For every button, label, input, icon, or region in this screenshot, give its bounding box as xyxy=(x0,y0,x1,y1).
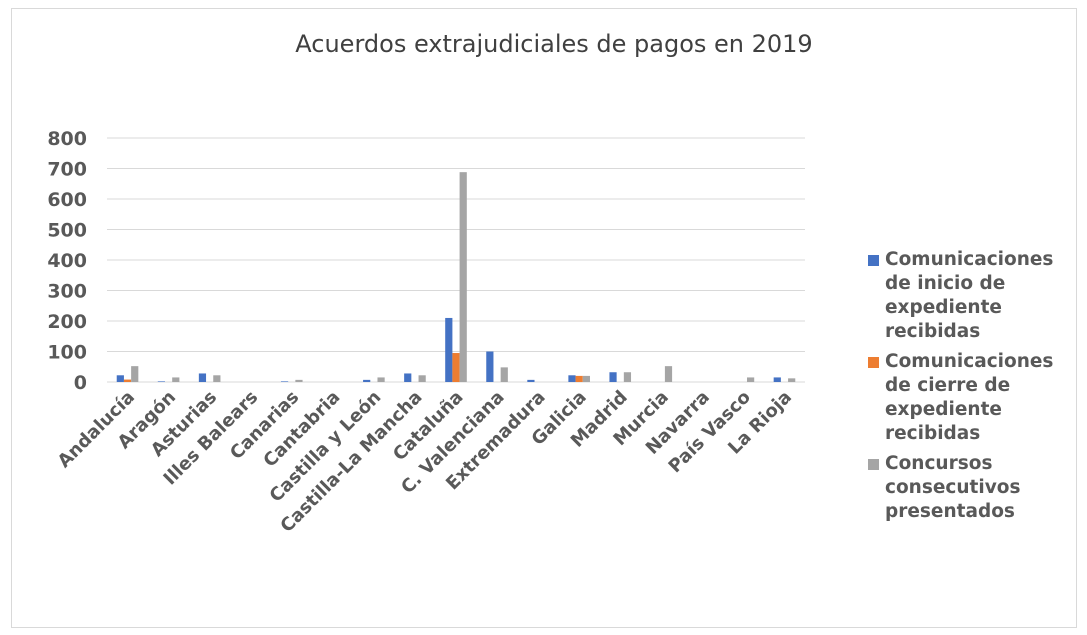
bar xyxy=(747,377,755,382)
y-tick-label: 0 xyxy=(74,372,87,394)
legend-item-concursos: Concursos consecutivos presentados xyxy=(868,452,1083,524)
bar xyxy=(568,375,576,382)
y-tick-label: 300 xyxy=(47,281,87,303)
legend-label-inicio: Comunicaciones de inicio de expediente r… xyxy=(885,249,1054,342)
legend-item-inicio: Comunicaciones de inicio de expediente r… xyxy=(868,248,1083,344)
bar xyxy=(773,377,781,382)
bar xyxy=(575,375,583,382)
y-tick-label: 400 xyxy=(47,250,87,272)
bar xyxy=(116,375,124,382)
bar xyxy=(500,367,508,382)
bar xyxy=(363,379,371,382)
legend-label-cierre: Comunicaciones de cierre de expediente r… xyxy=(885,351,1054,444)
bar xyxy=(280,381,289,382)
bar xyxy=(172,377,180,382)
bar xyxy=(609,372,617,382)
bar xyxy=(664,366,673,382)
chart-title: Acuerdos extrajudiciales de pagos en 201… xyxy=(295,30,813,58)
bar xyxy=(404,373,412,382)
bar xyxy=(788,378,796,382)
legend-swatch-cierre xyxy=(868,357,879,368)
bar xyxy=(377,377,385,382)
bar xyxy=(582,375,590,382)
y-axis: 0 100 200 300 400 500 600 700 800 xyxy=(47,128,87,394)
bar xyxy=(459,172,467,382)
y-tick-label: 600 xyxy=(47,189,87,211)
bar xyxy=(623,372,632,382)
legend-item-cierre: Comunicaciones de cierre de expediente r… xyxy=(868,350,1083,446)
y-tick-label: 700 xyxy=(47,159,87,181)
chart-frame xyxy=(11,8,1077,628)
bar xyxy=(486,351,494,382)
y-tick-label: 100 xyxy=(47,342,87,364)
bar xyxy=(213,375,221,382)
gridlines xyxy=(107,137,805,383)
legend-swatch-concursos xyxy=(868,459,879,470)
y-tick-label: 200 xyxy=(47,311,87,333)
bar xyxy=(198,373,207,382)
bar xyxy=(527,379,535,382)
y-tick-label: 800 xyxy=(47,128,87,150)
bar xyxy=(123,379,132,382)
legend-label-concursos: Concursos consecutivos presentados xyxy=(885,453,1021,522)
bar xyxy=(418,375,426,382)
y-tick-label: 500 xyxy=(47,220,87,242)
bars xyxy=(116,172,796,382)
bar xyxy=(452,353,460,382)
bar xyxy=(131,366,139,382)
legend-swatch-inicio xyxy=(868,255,879,266)
bar xyxy=(445,317,453,382)
legend: Comunicaciones de inicio de expediente r… xyxy=(868,248,1083,530)
bar xyxy=(157,381,165,382)
bar xyxy=(295,379,303,382)
